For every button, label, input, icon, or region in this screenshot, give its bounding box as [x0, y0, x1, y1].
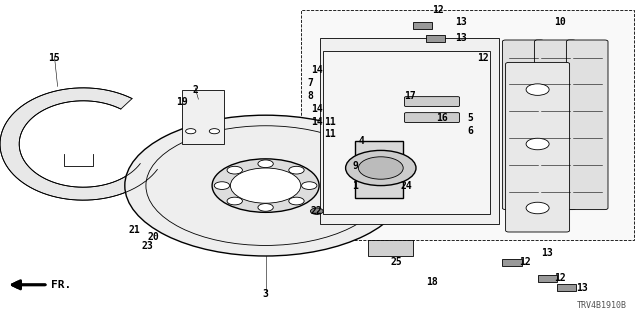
FancyBboxPatch shape — [320, 38, 499, 224]
Text: 8: 8 — [307, 91, 314, 101]
Circle shape — [526, 202, 549, 214]
Circle shape — [230, 168, 301, 203]
Text: 11: 11 — [324, 129, 335, 140]
Text: 14: 14 — [311, 104, 323, 114]
FancyBboxPatch shape — [506, 62, 570, 232]
FancyBboxPatch shape — [182, 90, 224, 144]
Text: 14: 14 — [311, 116, 323, 127]
Text: 11: 11 — [324, 116, 335, 127]
Text: 12: 12 — [554, 273, 566, 284]
Text: 23: 23 — [141, 241, 153, 252]
FancyBboxPatch shape — [404, 113, 460, 123]
FancyBboxPatch shape — [426, 35, 445, 42]
Text: 5: 5 — [467, 113, 474, 124]
FancyBboxPatch shape — [323, 51, 490, 214]
FancyBboxPatch shape — [301, 10, 634, 240]
Circle shape — [258, 160, 273, 168]
Text: 3: 3 — [262, 289, 269, 300]
Circle shape — [125, 115, 406, 256]
Circle shape — [214, 182, 230, 189]
Text: 24: 24 — [401, 180, 412, 191]
Circle shape — [301, 182, 317, 189]
Text: 12: 12 — [519, 257, 531, 268]
Text: 21: 21 — [129, 225, 140, 236]
Text: 14: 14 — [311, 65, 323, 76]
Text: 20: 20 — [148, 232, 159, 242]
Text: 12: 12 — [433, 4, 444, 15]
FancyBboxPatch shape — [502, 259, 522, 266]
Text: 13: 13 — [541, 248, 553, 258]
Text: 9: 9 — [352, 161, 358, 172]
Text: 13: 13 — [577, 283, 588, 293]
Text: 6: 6 — [467, 126, 474, 136]
FancyBboxPatch shape — [502, 40, 544, 210]
FancyBboxPatch shape — [368, 240, 413, 256]
Text: 16: 16 — [436, 113, 447, 124]
Circle shape — [227, 166, 243, 174]
Circle shape — [526, 84, 549, 95]
Circle shape — [526, 138, 549, 150]
Circle shape — [310, 208, 323, 214]
Text: 4: 4 — [358, 136, 365, 146]
Polygon shape — [0, 88, 157, 200]
FancyBboxPatch shape — [355, 141, 403, 198]
Text: TRV4B1910B: TRV4B1910B — [577, 301, 627, 310]
Text: 10: 10 — [554, 17, 566, 28]
Text: 1: 1 — [352, 180, 358, 191]
Text: 19: 19 — [177, 97, 188, 108]
Text: 15: 15 — [49, 52, 60, 63]
Circle shape — [186, 129, 196, 134]
Text: 25: 25 — [391, 257, 403, 268]
Text: 17: 17 — [404, 91, 415, 101]
FancyBboxPatch shape — [404, 97, 460, 107]
FancyBboxPatch shape — [538, 275, 557, 282]
Circle shape — [227, 197, 243, 205]
Text: 2: 2 — [192, 84, 198, 95]
Text: FR.: FR. — [51, 280, 72, 290]
FancyBboxPatch shape — [413, 22, 432, 29]
FancyBboxPatch shape — [566, 40, 608, 210]
Text: 22: 22 — [311, 206, 323, 216]
FancyBboxPatch shape — [534, 40, 576, 210]
Text: 13: 13 — [455, 17, 467, 28]
Circle shape — [212, 159, 319, 212]
Circle shape — [358, 157, 403, 179]
Circle shape — [146, 126, 385, 245]
Circle shape — [258, 204, 273, 211]
Circle shape — [346, 150, 416, 186]
Circle shape — [289, 197, 304, 205]
Circle shape — [289, 166, 304, 174]
FancyBboxPatch shape — [557, 284, 576, 291]
Text: 7: 7 — [307, 78, 314, 88]
Text: 12: 12 — [477, 52, 489, 63]
Circle shape — [209, 129, 220, 134]
Text: 13: 13 — [455, 33, 467, 44]
Text: 18: 18 — [426, 276, 438, 287]
